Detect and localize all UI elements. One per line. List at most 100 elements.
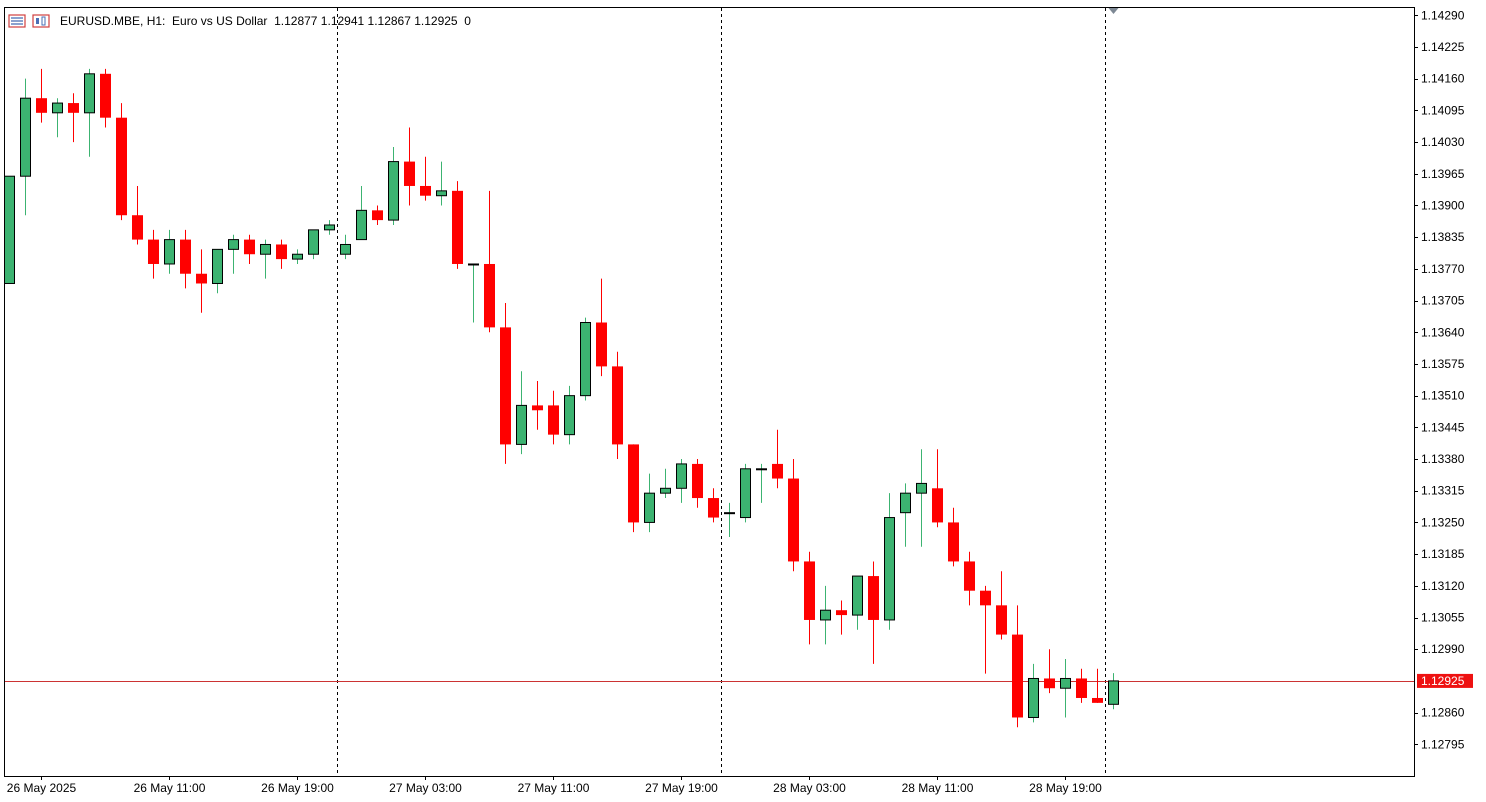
y-tick-label-15: 1.13315 <box>1421 484 1465 498</box>
candle-body-29 <box>468 263 479 266</box>
symbol-list-icon[interactable] <box>8 13 26 29</box>
y-tick-label-11: 1.13575 <box>1421 357 1465 371</box>
candle-body-38 <box>612 366 623 445</box>
ohlc-values: 1.12877 1.12941 1.12867 1.12925 <box>274 14 458 28</box>
candle-body-35 <box>564 395 575 436</box>
candle-body-44 <box>708 498 719 518</box>
candle-body-2 <box>36 98 47 113</box>
symbol-description: Euro vs US Dollar <box>172 14 268 28</box>
candle-body-12 <box>196 273 207 284</box>
candle-body-10 <box>164 239 175 265</box>
y-tick-label-2: 1.14160 <box>1421 72 1465 86</box>
candle-body-24 <box>388 161 399 221</box>
candle-body-9 <box>148 239 159 264</box>
candle-body-52 <box>836 610 847 616</box>
candle-body-47 <box>756 468 767 471</box>
candle-body-68 <box>1092 697 1103 703</box>
candle-body-67 <box>1076 678 1087 698</box>
y-tick-label-5: 1.13965 <box>1421 167 1465 181</box>
y-tick-label-17: 1.13185 <box>1421 547 1465 561</box>
y-tick-label-13: 1.13445 <box>1421 420 1465 434</box>
candle-body-5 <box>84 73 95 114</box>
candle-body-51 <box>820 609 831 621</box>
x-tick-label-4: 27 May 11:00 <box>518 781 590 795</box>
candle-body-25 <box>404 161 415 186</box>
candle-body-40 <box>644 492 655 523</box>
candle-body-7 <box>116 117 127 216</box>
candle-body-4 <box>68 103 79 113</box>
y-tick-label-18: 1.13120 <box>1421 579 1465 593</box>
candle-body-60 <box>964 561 975 591</box>
current-price-label: 1.12925 <box>1421 674 1465 688</box>
candle-body-48 <box>772 463 783 479</box>
candle-body-30 <box>484 263 495 328</box>
candle-body-3 <box>52 102 63 114</box>
chart-header: EURUSD.MBE, H1: Euro vs US Dollar 1.1287… <box>8 11 471 31</box>
y-tick-label-3: 1.14095 <box>1421 103 1465 117</box>
candle-body-23 <box>372 210 383 221</box>
x-tick-label-6: 28 May 03:00 <box>773 781 846 795</box>
y-tick-label-21: 1.12860 <box>1421 706 1465 720</box>
x-tick-label-5: 27 May 19:00 <box>645 781 718 795</box>
y-tick-label-4: 1.14030 <box>1421 135 1465 149</box>
chart-type-icon[interactable] <box>32 13 50 29</box>
candle-body-16 <box>260 243 271 255</box>
y-tick-label-10: 1.13640 <box>1421 325 1465 339</box>
candle-body-0 <box>4 175 15 284</box>
candle-body-11 <box>180 239 191 274</box>
candle-body-36 <box>580 321 591 397</box>
y-tick-label-7: 1.13835 <box>1421 230 1465 244</box>
candle-body-32 <box>516 404 527 445</box>
candle-body-6 <box>100 73 111 118</box>
symbol-name: EURUSD.MBE <box>60 14 141 28</box>
y-tick-label-14: 1.13380 <box>1421 452 1465 466</box>
current-price-tag <box>1417 673 1473 688</box>
y-tick-label-0: 1.14290 <box>1421 8 1465 22</box>
candle-body-46 <box>740 468 751 519</box>
candle-body-55 <box>884 517 895 621</box>
candle-body-56 <box>900 492 911 514</box>
x-tick-label-7: 28 May 11:00 <box>902 781 974 795</box>
candle-body-58 <box>932 488 943 523</box>
candle-body-49 <box>788 478 799 562</box>
candle-body-54 <box>868 576 879 620</box>
candle-body-62 <box>996 605 1007 635</box>
x-tick-label-3: 27 May 03:00 <box>389 781 462 795</box>
candle-body-22 <box>356 209 367 241</box>
volume-value: 0 <box>464 14 471 28</box>
candle-body-33 <box>532 405 543 411</box>
candle-body-65 <box>1044 678 1055 689</box>
candle-body-42 <box>676 463 687 489</box>
last-bar-marker <box>1108 8 1119 14</box>
x-tick-label-1: 26 May 11:00 <box>134 781 206 795</box>
y-tick-label-12: 1.13510 <box>1421 389 1465 403</box>
y-tick-label-22: 1.12795 <box>1421 737 1465 751</box>
candle-body-64 <box>1028 677 1039 718</box>
candle-body-69 <box>1108 680 1119 705</box>
y-tick-label-9: 1.13705 <box>1421 294 1465 308</box>
candle-body-59 <box>948 522 959 562</box>
candle-body-13 <box>212 248 223 284</box>
candle-body-43 <box>692 463 703 499</box>
candle-body-18 <box>292 253 303 260</box>
candle-body-61 <box>980 590 991 606</box>
candle-body-27 <box>436 190 447 197</box>
candle-body-21 <box>340 243 351 255</box>
candle-body-37 <box>596 322 607 367</box>
candle-body-28 <box>452 190 463 264</box>
candle-body-17 <box>276 244 287 260</box>
candle-body-26 <box>420 185 431 196</box>
y-tick-label-1: 1.14225 <box>1421 40 1465 54</box>
candle-body-41 <box>660 487 671 494</box>
chart-title: EURUSD.MBE, H1: Euro vs US Dollar 1.1287… <box>60 14 471 28</box>
candle-body-63 <box>1012 634 1023 718</box>
candle-body-57 <box>916 482 927 494</box>
candle-body-50 <box>804 561 815 620</box>
candle-body-19 <box>308 229 319 255</box>
plot-area <box>4 7 1415 777</box>
candle-body-34 <box>548 405 559 435</box>
y-tick-label-16: 1.13250 <box>1421 515 1465 529</box>
candle-body-15 <box>244 239 255 255</box>
